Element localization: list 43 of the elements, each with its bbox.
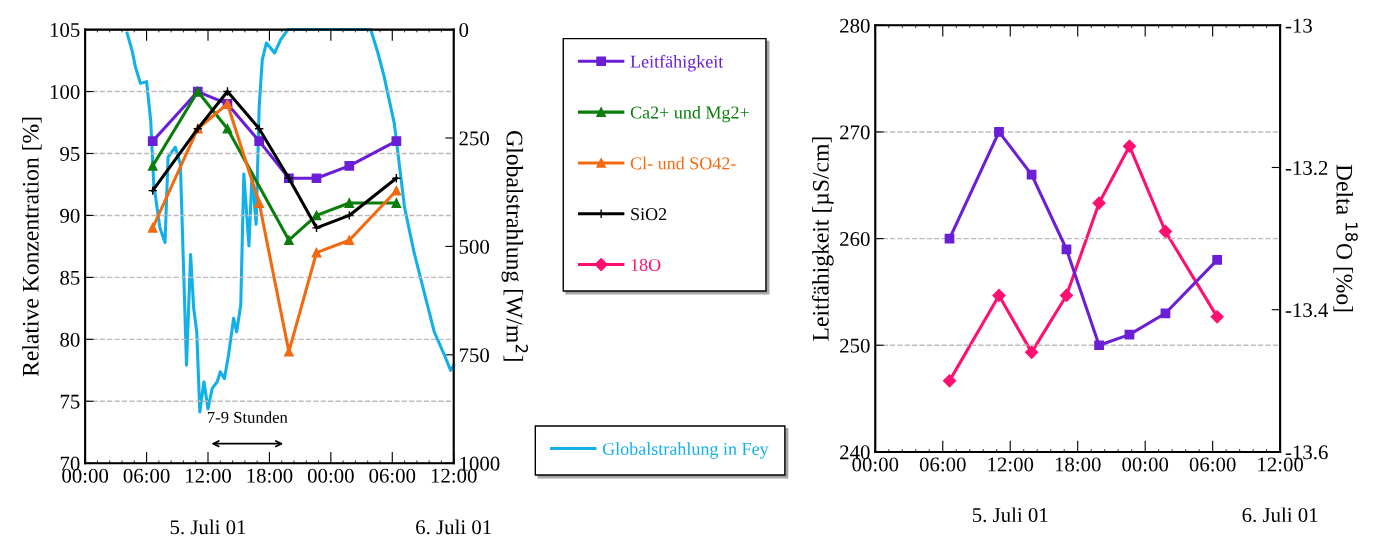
y-tick-label: 250 [840, 338, 870, 353]
x-tick-label: 06:00 [1189, 457, 1236, 472]
y2-tick-label: -13.2 [1285, 160, 1328, 176]
y-tick-label: 100 [50, 84, 80, 99]
y2-tick-label: -13.4 [1285, 303, 1329, 318]
y-tick-label: 90 [60, 208, 80, 223]
y2-axis-title: Globalstrahlung [W/m$^{2}$] [501, 131, 529, 361]
y-tick-label: 260 [840, 231, 870, 247]
y2-tick-label: -13 [1285, 18, 1312, 33]
y-tick-label: 95 [60, 146, 80, 161]
legend-label: Cl- und SO42- [630, 156, 736, 170]
legend-label: 18O [631, 258, 661, 272]
text: 6. Juli 01 [1242, 507, 1318, 523]
x-tick-label: 06:00 [369, 468, 416, 483]
y-axis-title: Relative Konzentration [%] [22, 117, 42, 377]
text: 5. Juli 01 [170, 519, 246, 535]
y2-axis-title: Delta $^{18}$O [%o] [1333, 164, 1358, 312]
x-tick-label: 00:00 [307, 468, 354, 483]
y2-tick-label: 0 [459, 22, 469, 38]
y-tick-label: 105 [50, 22, 80, 38]
y-axis-title: Leitfähigkeit [µS/cm] [811, 137, 834, 341]
y-tick-label: 80 [60, 332, 80, 347]
y-tick-label: 85 [60, 270, 80, 285]
legend-label: Leitfähigkeit [630, 54, 724, 72]
legend-label: Ca2+ und Mg2+ [630, 105, 749, 123]
x-tick-label: 18:00 [1055, 457, 1101, 472]
text: 5. Juli 01 [972, 507, 1048, 523]
x-tick-label: 18:00 [247, 468, 293, 483]
y-tick-label: 270 [840, 125, 870, 140]
y-tick-label: 75 [60, 394, 80, 409]
text: 6. Juli 01 [416, 519, 491, 535]
y2-tick-label: 500 [459, 239, 490, 254]
x-tick-label: 06:00 [123, 468, 170, 483]
legend-label: SiO2 [631, 208, 667, 221]
y2-tick-label: 250 [459, 131, 490, 146]
x-tick-label: 00:00 [1122, 457, 1169, 472]
y-tick-label: 280 [840, 18, 870, 33]
legend-label: Globalstrahlung in Fey [602, 442, 769, 459]
x-tick-label: 06:00 [919, 457, 966, 472]
x-tick-label: 12:00 [186, 468, 231, 483]
x-tick-label: 12:00 [988, 457, 1034, 472]
y2-tick-label: 750 [459, 348, 490, 363]
annotation: 7-9 Stunden [207, 411, 288, 423]
